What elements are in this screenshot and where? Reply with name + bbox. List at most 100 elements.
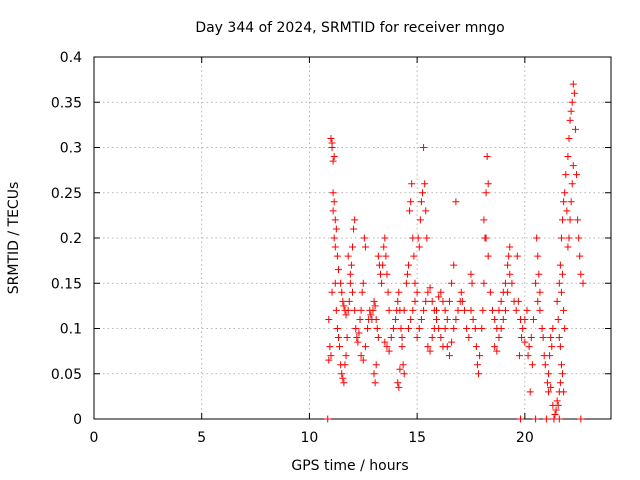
data-point xyxy=(358,288,366,296)
data-point xyxy=(545,370,553,378)
data-point xyxy=(420,144,428,151)
data-point xyxy=(518,334,526,342)
data-point xyxy=(397,325,405,332)
data-point xyxy=(372,361,380,369)
data-point xyxy=(468,279,476,287)
data-point xyxy=(382,252,390,260)
data-point xyxy=(385,347,393,355)
data-point xyxy=(353,334,361,342)
data-point xyxy=(370,370,378,378)
data-point xyxy=(327,352,335,360)
data-point xyxy=(361,343,369,351)
data-point xyxy=(417,315,425,323)
data-points xyxy=(324,80,587,423)
data-point xyxy=(437,288,445,296)
data-point xyxy=(548,343,556,351)
data-point xyxy=(523,306,531,314)
data-point xyxy=(565,134,573,142)
data-point xyxy=(383,270,391,278)
data-point xyxy=(478,325,486,332)
data-point xyxy=(439,297,447,305)
data-point xyxy=(560,388,568,396)
data-point xyxy=(351,216,359,224)
data-point xyxy=(338,370,346,378)
data-point xyxy=(334,266,342,274)
data-point xyxy=(526,388,534,396)
data-point xyxy=(371,379,379,387)
data-point xyxy=(352,325,360,332)
data-point xyxy=(525,343,533,351)
data-point xyxy=(443,315,451,323)
data-point xyxy=(333,252,341,260)
data-point xyxy=(357,306,365,314)
data-point xyxy=(538,325,546,332)
data-point xyxy=(422,207,430,215)
data-point xyxy=(328,144,336,151)
data-point xyxy=(489,306,497,314)
data-point xyxy=(333,325,341,332)
data-point xyxy=(570,89,578,97)
data-point xyxy=(398,343,406,351)
data-point xyxy=(482,189,490,197)
data-point xyxy=(387,334,395,342)
data-point xyxy=(467,306,475,314)
data-point xyxy=(428,334,436,342)
data-point xyxy=(533,234,541,242)
data-point xyxy=(532,415,540,423)
data-point xyxy=(519,325,527,332)
data-point xyxy=(327,134,335,142)
data-point xyxy=(417,198,425,206)
data-point xyxy=(576,252,584,260)
data-point xyxy=(428,297,436,305)
data-point xyxy=(441,306,449,314)
data-point xyxy=(329,207,337,215)
data-point xyxy=(542,415,550,423)
data-point xyxy=(556,343,564,351)
data-point xyxy=(328,288,336,296)
data-point xyxy=(355,329,363,337)
grid xyxy=(94,57,611,419)
data-point xyxy=(426,284,434,292)
data-point xyxy=(421,180,429,188)
axis-ticks: 0 0.05 0.1 0.15 0.2 0.25 0.3 0.35 0.4 0 5 10 15 20 xyxy=(51,50,611,446)
data-point xyxy=(324,415,332,423)
data-point xyxy=(479,306,487,314)
data-point xyxy=(383,343,391,351)
data-point xyxy=(331,216,339,224)
data-point xyxy=(414,234,422,242)
data-point xyxy=(571,125,579,133)
data-point xyxy=(513,252,521,260)
chart-title: Day 344 of 2024, SRMTID for receiver mng… xyxy=(195,20,504,36)
data-point xyxy=(560,306,568,314)
data-point xyxy=(408,180,416,188)
data-point xyxy=(454,306,462,314)
data-point xyxy=(521,338,529,346)
data-point xyxy=(400,306,408,314)
data-point xyxy=(504,261,512,269)
data-point xyxy=(441,325,449,332)
data-point xyxy=(480,216,488,224)
data-point xyxy=(512,306,520,314)
data-point xyxy=(536,288,544,296)
y-axis-title: SRMTID / TECUs xyxy=(6,182,22,295)
y-tick-label: 0.15 xyxy=(51,276,82,292)
data-point xyxy=(475,370,483,378)
data-point xyxy=(450,261,458,269)
data-point xyxy=(384,288,392,296)
data-point xyxy=(424,343,432,351)
data-point xyxy=(340,302,348,310)
data-point xyxy=(549,325,557,332)
y-tick-label: 0.25 xyxy=(51,186,82,202)
data-point xyxy=(517,415,525,423)
data-point xyxy=(515,352,523,360)
data-point xyxy=(554,315,562,323)
data-point xyxy=(381,338,389,346)
data-point xyxy=(553,297,561,305)
data-point xyxy=(342,311,350,319)
data-point xyxy=(325,315,333,323)
data-point xyxy=(349,288,356,296)
data-point xyxy=(344,252,352,260)
data-point xyxy=(330,153,338,161)
data-point xyxy=(568,98,576,106)
